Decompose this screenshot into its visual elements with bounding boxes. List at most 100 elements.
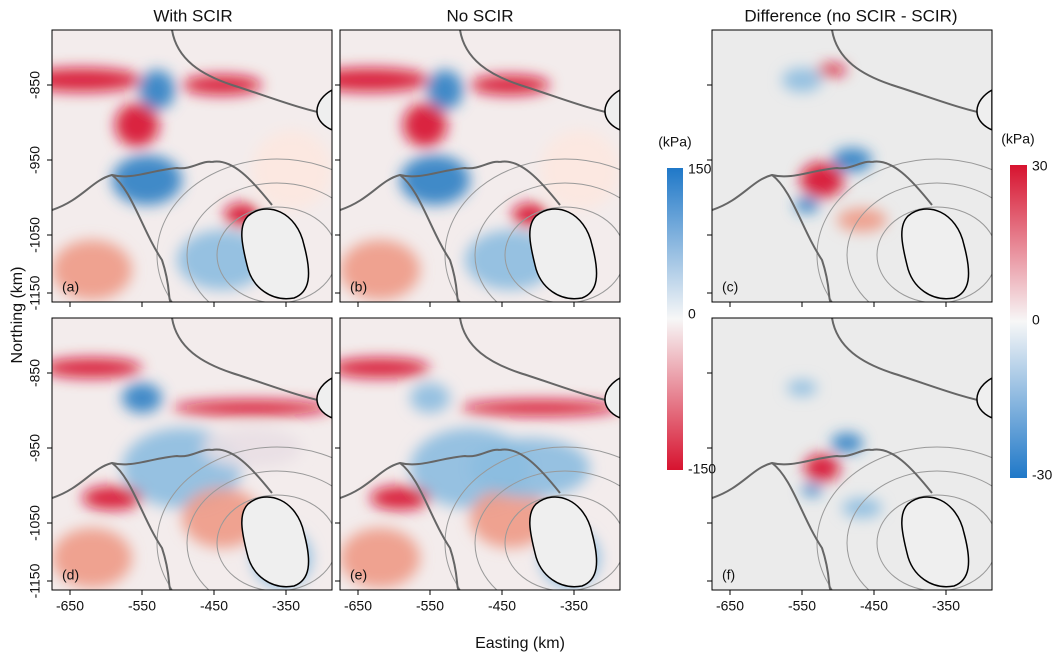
ice-rise: [241, 496, 310, 588]
x-tick-label: -550: [788, 598, 816, 614]
coastline: [340, 30, 620, 302]
coastline: [52, 318, 332, 590]
map-panel: (c): [707, 29, 993, 307]
colorbar-tick-label: -30: [1032, 467, 1052, 483]
stress-anomaly: [52, 68, 142, 92]
contour: [156, 446, 332, 590]
contour: [474, 182, 620, 302]
coastline: [712, 318, 992, 590]
ice-rise: [901, 496, 970, 588]
blobs: [782, 64, 887, 232]
stress-anomaly: [795, 197, 819, 213]
x-tick-label: -650: [344, 598, 372, 614]
y-tick-label: -850: [27, 359, 43, 387]
x-tick-label: -450: [860, 598, 888, 614]
map-field: [340, 318, 620, 590]
contour: [876, 494, 992, 590]
stress-anomaly: [410, 383, 450, 413]
y-tick-label: -1150: [27, 275, 43, 310]
contour: [474, 470, 620, 590]
stress-anomaly: [139, 70, 175, 110]
ice-rise: [241, 208, 310, 300]
x-tick-label: -350: [932, 598, 960, 614]
stress-anomaly: [340, 240, 420, 300]
panel-label: (d): [62, 567, 79, 583]
x-tick-label: -650: [716, 598, 744, 614]
y-tick-label: -1050: [27, 217, 43, 253]
contour: [186, 470, 332, 590]
map-panel: (e) -650 -550 -450 -350: [335, 317, 621, 614]
stress-anomaly: [82, 486, 142, 510]
map-panel: (d) -850 -950 -1050 -1150 -650 -550 -450 -350: [27, 317, 333, 614]
colorbar-unit: (kPa): [658, 134, 691, 150]
stress-anomaly: [340, 68, 430, 92]
contour: [186, 182, 332, 302]
ice-rise: [529, 496, 598, 588]
coastline: [52, 30, 332, 302]
x-tick-label: -450: [488, 598, 516, 614]
stress-anomaly: [837, 208, 887, 232]
stress-anomaly: [427, 70, 463, 110]
ice-rise: [901, 208, 970, 300]
x-tick-label: -550: [416, 598, 444, 614]
ice-rise: [529, 208, 598, 300]
blobs: [787, 380, 882, 518]
x-tick-label: -450: [200, 598, 228, 614]
stress-anomaly: [172, 400, 332, 416]
coastline: [340, 318, 620, 590]
contour: [216, 206, 332, 302]
stress-anomaly: [400, 155, 470, 205]
panel-label: (f): [722, 567, 735, 583]
stress-anomaly: [460, 400, 620, 416]
y-tick-label: -1150: [27, 563, 43, 598]
stress-anomaly: [804, 454, 840, 482]
contour: [504, 206, 620, 302]
contour: [876, 206, 992, 302]
map-field: [52, 30, 332, 302]
stress-anomaly: [252, 130, 332, 210]
colorbar-tick-label: 0: [1032, 312, 1040, 328]
stress-anomaly: [52, 528, 132, 588]
colorbar-tick-label: 150: [688, 161, 712, 177]
stress-anomaly: [540, 130, 620, 210]
stress-anomaly: [782, 68, 822, 92]
stress-anomaly: [202, 428, 302, 468]
contour: [846, 470, 992, 590]
colorbar-tick-label: -150: [688, 461, 716, 477]
map-panel: (f) -650 -550 -450 -350: [707, 317, 993, 614]
stress-anomaly: [340, 358, 430, 378]
stress-anomaly: [52, 358, 142, 378]
stress-anomaly: [787, 380, 817, 396]
stress-anomaly: [52, 240, 132, 300]
map-panel: (a) -850 -950 -1050 -1150: [27, 29, 333, 310]
colorbar: [667, 168, 683, 470]
contour: [444, 158, 620, 302]
colorbar-tick-label: 0: [688, 306, 696, 322]
panel-label: (b): [350, 279, 367, 295]
map-field: [712, 318, 992, 590]
contour: [216, 494, 332, 590]
map-field: [712, 30, 992, 302]
contour: [444, 446, 620, 590]
panel-label: (c): [722, 279, 738, 295]
x-tick-label: -350: [560, 598, 588, 614]
stress-anomaly: [182, 75, 262, 95]
y-tick-label: -950: [27, 434, 43, 462]
y-axis-title: Northing (km): [9, 267, 26, 364]
contour: [846, 182, 992, 302]
colorbar-unit: (kPa): [1001, 131, 1034, 147]
stress-anomaly: [403, 103, 447, 147]
stress-anomaly: [370, 486, 430, 510]
y-tick-label: -850: [27, 71, 43, 99]
contour: [816, 446, 992, 590]
stress-anomaly: [831, 433, 863, 453]
x-tick-label: -650: [56, 598, 84, 614]
map-field: [340, 30, 620, 302]
coastline: [712, 30, 992, 302]
y-tick-label: -950: [27, 146, 43, 174]
colorbar: [1010, 165, 1027, 478]
contour: [504, 494, 620, 590]
panel-label: (a): [62, 279, 79, 295]
stress-anomaly: [832, 148, 872, 172]
